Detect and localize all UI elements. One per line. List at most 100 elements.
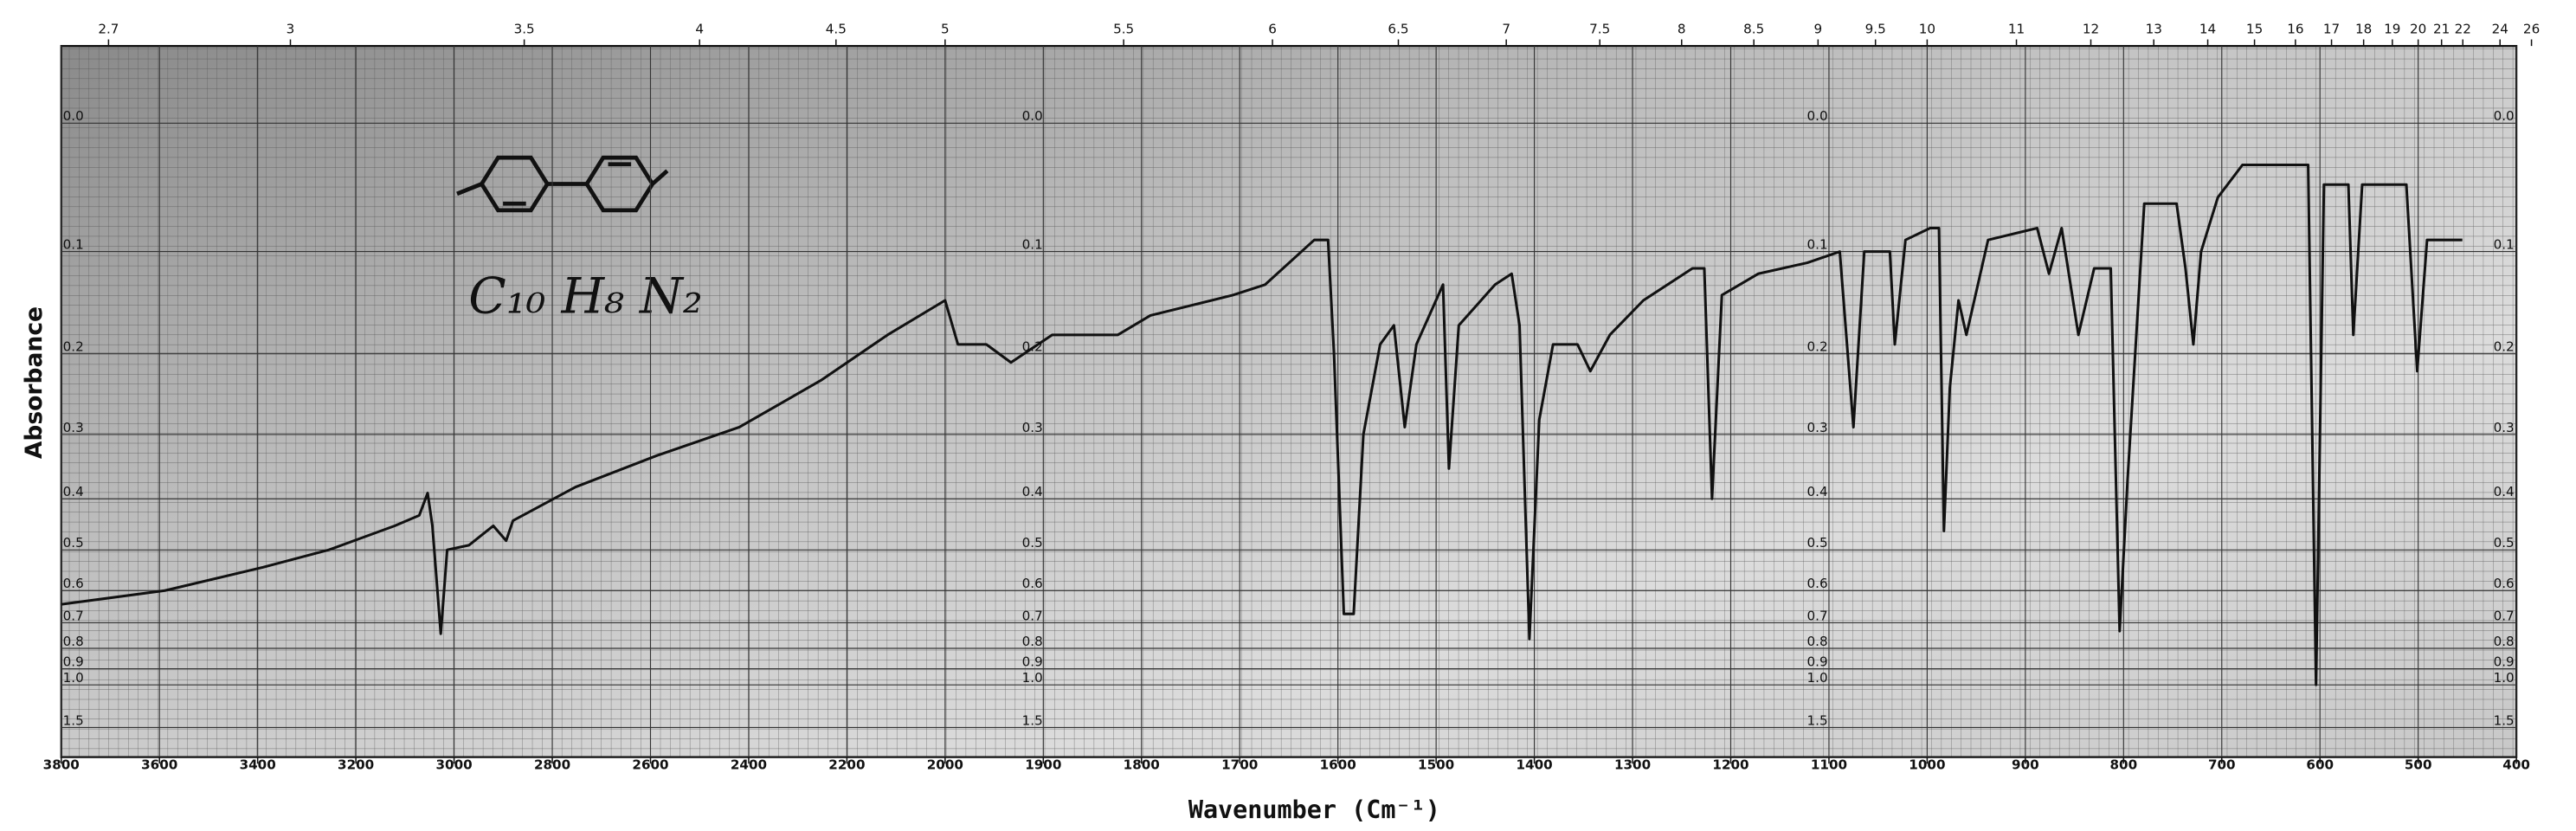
x2-tick-label: 8.5 (1743, 22, 1764, 37)
x-tick-label: 2800 (534, 757, 570, 773)
x2-tick-label: 5 (941, 22, 950, 37)
y-tick-label: 0.7 (1807, 608, 1828, 623)
y-tick-label: 0.9 (2494, 654, 2515, 669)
x-axis-label: Wavenumber (Cm⁻¹) (1188, 796, 1440, 824)
x2-tick-label: 15 (2246, 22, 2263, 37)
y-tick-label: 0.0 (2494, 108, 2515, 124)
structure-sketch (456, 155, 669, 213)
x-tick-label: 1800 (1124, 757, 1160, 773)
y-tick-label: 0.2 (1807, 338, 1828, 354)
y-tick-label: 0.3 (1807, 420, 1828, 435)
x2-tick-label: 4.5 (826, 22, 847, 37)
x2-tick-label: 14 (2199, 22, 2216, 37)
x-tick-label: 2200 (828, 757, 865, 773)
y-tick-label: 0.2 (2494, 338, 2515, 354)
y-tick-label: 0.7 (1022, 608, 1043, 623)
x-tick-label: 600 (2306, 757, 2334, 773)
y-tick-label: 0.5 (63, 535, 84, 551)
y-tick-label: 0.2 (63, 338, 84, 354)
x2-tick-label: 19 (2384, 22, 2400, 37)
annotation: C₁₀ H₈ N₂ (468, 268, 702, 325)
y-tick-label: 0.8 (1022, 634, 1043, 649)
x2-tick-label: 2.7 (98, 22, 119, 37)
x2-tick-label: 7.5 (1589, 22, 1610, 37)
x2-tick-label: 8 (1678, 22, 1686, 37)
x-tick-label: 1900 (1025, 757, 1061, 773)
x-tick-label: 1400 (1516, 757, 1552, 773)
y-tick-label: 0.3 (63, 420, 84, 435)
x-tick-label: 400 (2502, 757, 2530, 773)
x2-tick-label: 10 (1919, 22, 1935, 37)
y-tick-label: 0.4 (1022, 484, 1043, 499)
x-tick-label: 1600 (1320, 757, 1356, 773)
x2-tick-label: 11 (2008, 22, 2025, 37)
y-tick-label: 0.3 (2494, 420, 2515, 435)
x2-tick-label: 17 (2323, 22, 2340, 37)
x-tick-label: 3600 (141, 757, 177, 773)
y-tick-label: 0.0 (63, 108, 84, 124)
y-tick-label: 0.7 (2494, 608, 2515, 623)
x2-tick-label: 22 (2455, 22, 2471, 37)
y-tick-label: 1.0 (63, 670, 84, 686)
y-tick-label: 1.5 (63, 712, 84, 728)
x2-tick-label: 24 (2492, 22, 2508, 37)
x2-tick-label: 7 (1502, 22, 1510, 37)
y-tick-label: 0.5 (2494, 535, 2515, 551)
x2-tick-label: 6.5 (1388, 22, 1408, 37)
y-tick-label: 0.6 (1807, 576, 1828, 591)
y-tick-label: 0.4 (63, 484, 84, 499)
y-tick-label: 0.9 (63, 654, 84, 669)
x-tick-label: 2000 (927, 757, 963, 773)
y-tick-label: 0.8 (63, 634, 84, 649)
y-axis-label: Absorbance (21, 306, 48, 459)
x-tick-label: 1200 (1712, 757, 1748, 773)
x-tick-label: 3000 (435, 757, 472, 773)
x2-tick-label: 18 (2355, 22, 2372, 37)
x2-tick-label: 9 (1814, 22, 1823, 37)
x-tick-label: 3400 (240, 757, 276, 773)
y-tick-label: 0.6 (63, 576, 84, 591)
x2-tick-label: 6 (1268, 22, 1277, 37)
x2-tick-label: 3 (287, 22, 295, 37)
y-tick-label: 0.4 (1807, 484, 1828, 499)
y-tick-label: 0.1 (2494, 236, 2515, 252)
x2-tick-label: 4 (695, 22, 704, 37)
y-tick-label: 0.9 (1807, 654, 1828, 669)
x-tick-label: 500 (2405, 757, 2432, 773)
x2-tick-label: 16 (2287, 22, 2303, 37)
y-tick-label: 0.0 (1022, 108, 1043, 124)
y-tick-label: 0.9 (1022, 654, 1043, 669)
x2-tick-label: 9.5 (1865, 22, 1886, 37)
y-tick-label: 0.7 (63, 608, 84, 623)
spectrum-line (61, 163, 2463, 686)
x2-tick-label: 5.5 (1113, 22, 1134, 37)
x2-tick-label: 12 (2083, 22, 2099, 37)
x-tick-label: 1100 (1811, 757, 1847, 773)
x-tick-label: 1500 (1418, 757, 1454, 773)
x-tick-label: 1300 (1614, 757, 1651, 773)
x-tick-label: 2600 (632, 757, 668, 773)
y-tick-label: 0.8 (2494, 634, 2515, 649)
y-tick-label: 0.5 (1807, 535, 1828, 551)
minor-grid (61, 46, 2517, 757)
y-tick-label: 0.8 (1807, 634, 1828, 649)
y-tick-label: 1.0 (1807, 670, 1828, 686)
y-tick-label: 0.1 (1022, 236, 1043, 252)
y-tick-label: 1.5 (2494, 712, 2515, 728)
x-tick-label: 700 (2208, 757, 2236, 773)
x2-tick-label: 20 (2410, 22, 2426, 37)
y-tick-label: 0.4 (2494, 484, 2515, 499)
x-tick-label: 3200 (338, 757, 374, 773)
x-tick-label: 1700 (1221, 757, 1258, 773)
x-tick-label: 2400 (731, 757, 767, 773)
y-tick-label: 1.5 (1807, 712, 1828, 728)
x2-tick-label: 13 (2146, 22, 2162, 37)
y-tick-label: 1.5 (1022, 712, 1043, 728)
y-tick-label: 0.3 (1022, 420, 1043, 435)
y-tick-label: 0.5 (1022, 535, 1043, 551)
y-tick-label: 0.6 (1022, 576, 1043, 591)
x2-tick-label: 26 (2523, 22, 2540, 37)
x2-tick-label: 21 (2433, 22, 2450, 37)
y-tick-label: 0.1 (63, 236, 84, 252)
